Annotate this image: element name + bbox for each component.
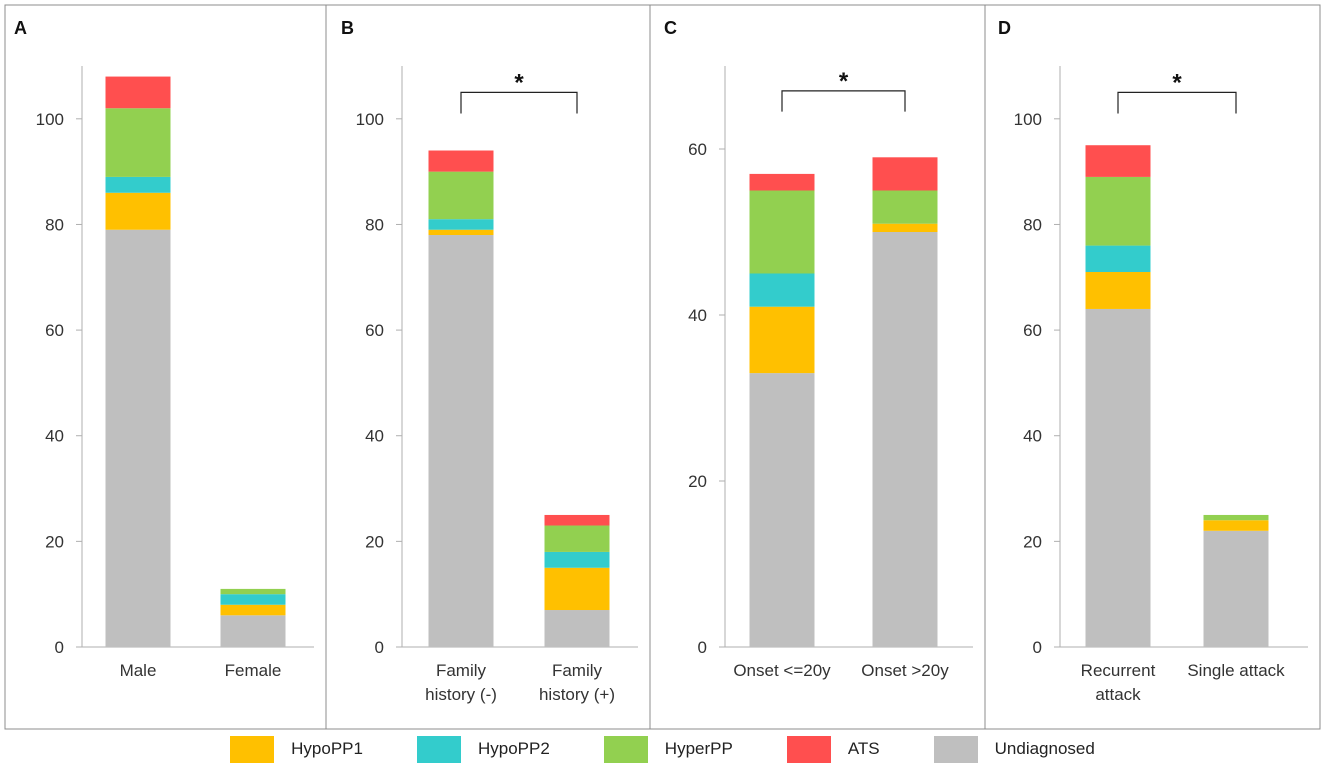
panel-b-bar-2-ats <box>544 514 610 526</box>
legend-swatch-ats <box>786 735 831 763</box>
panel-a-bar-1-hyperpp <box>105 108 171 177</box>
panel-b-y-tick-label-5: 100 <box>356 110 384 129</box>
panel-c-bar-1-hypopp1 <box>749 306 815 374</box>
panel-d-bar-1-hypopp1 <box>1085 271 1151 309</box>
legend-item-hyperpp: HyperPP <box>603 735 733 763</box>
legend-item-hypopp2: HypoPP2 <box>416 735 550 763</box>
panel-b-label: B <box>341 18 354 38</box>
legend-item-undiagnosed: Undiagnosed <box>933 735 1095 763</box>
panel-b-bar-2-hyperpp <box>544 525 610 552</box>
panel-b-bar-2-undiagnosed <box>544 610 610 647</box>
panel-b-bar-1-hypopp2 <box>428 219 494 230</box>
panel-c-significance-star: * <box>839 68 849 95</box>
panel-c-bar-1-ats <box>749 173 815 191</box>
panel-b-y-tick-label-4: 80 <box>365 215 384 234</box>
panel-c-bar-1-hypopp2 <box>749 273 815 307</box>
panel-b-category-label-2-line-2: history (+) <box>539 685 615 704</box>
panel-b-bar-1-hypopp1 <box>428 229 494 236</box>
legend-item-hypopp1: HypoPP1 <box>230 735 363 763</box>
panel-d-category-label-1-line-2: attack <box>1095 685 1141 704</box>
legend-swatch-hypopp1 <box>230 735 275 763</box>
legend-label-hypopp1: HypoPP1 <box>291 739 363 758</box>
panel-c-category-label-2-line-1: Onset >20y <box>861 661 949 680</box>
panel-b-category-label-2-line-1: Family <box>552 661 603 680</box>
legend-label-ats: ATS <box>847 739 880 758</box>
panel-d-category-label-1-line-1: Recurrent <box>1081 661 1156 680</box>
panel-d-bar-2-hypopp1 <box>1203 520 1269 531</box>
panel-c-bar-2-hypopp1 <box>872 223 938 232</box>
panel-a-category-label-1-line-1: Male <box>120 661 157 680</box>
panel-a-y-tick-label-0: 0 <box>55 638 64 657</box>
panel-a-y-tick-label-1: 20 <box>45 532 64 551</box>
panel-a-y-tick-label-4: 80 <box>45 215 64 234</box>
panel-a-label: A <box>14 18 27 38</box>
panel-a-bar-1-ats <box>105 76 171 109</box>
panel-d-significance-star: * <box>1172 69 1182 96</box>
panel-d-y-tick-label-2: 40 <box>1023 427 1042 446</box>
panel-b-category-label-1-line-2: history (-) <box>425 685 497 704</box>
panel-d-y-tick-label-3: 60 <box>1023 321 1042 340</box>
legend-swatch-hypopp2 <box>416 735 461 763</box>
panel-a-y-tick-label-2: 40 <box>45 427 64 446</box>
panel-c-significance-bracket <box>781 90 906 112</box>
panel-a-bar-2-hyperpp <box>220 588 286 595</box>
panel-c-bar-1-hyperpp <box>749 190 815 274</box>
panel-d-bar-2-undiagnosed <box>1203 530 1269 647</box>
panel-d-y-tick-label-0: 0 <box>1033 638 1042 657</box>
panel-c-label: C <box>664 18 677 38</box>
panel-c-category-label-1-line-1: Onset <=20y <box>733 661 831 680</box>
panel-a-y-tick-label-3: 60 <box>45 321 64 340</box>
panel-b-y-tick-label-3: 60 <box>365 321 384 340</box>
panel-c-y-tick-label-3: 60 <box>688 140 707 159</box>
legend-swatch-hyperpp <box>603 735 648 763</box>
panel-d-bar-1-hypopp2 <box>1085 245 1151 272</box>
panel-a-bar-1-hypopp2 <box>105 176 171 193</box>
legend-label-undiagnosed: Undiagnosed <box>994 739 1095 758</box>
panel-b-bar-1-ats <box>428 150 494 172</box>
panel-b-significance-bracket <box>460 91 578 114</box>
panel-b-y-tick-label-2: 40 <box>365 427 384 446</box>
legend-label-hypopp2: HypoPP2 <box>477 739 550 758</box>
panel-d-bar-2-hyperpp <box>1203 514 1269 521</box>
legend-swatch-undiagnosed <box>933 735 978 763</box>
panel-b-y-tick-label-1: 20 <box>365 532 384 551</box>
panel-b-bar-2-hypopp1 <box>544 567 610 611</box>
panel-b-category-label-1-line-1: Family <box>436 661 487 680</box>
panel-b-significance-star: * <box>514 69 524 96</box>
panel-d-y-tick-label-4: 80 <box>1023 215 1042 234</box>
panel-d-bar-1-ats <box>1085 145 1151 177</box>
panel-d-y-tick-label-1: 20 <box>1023 532 1042 551</box>
legend: HypoPP1 HypoPP2 HyperPP ATS Undiagnosed <box>0 734 1325 764</box>
panel-a-bar-2-hypopp1 <box>220 604 286 616</box>
panel-d-label: D <box>998 18 1011 38</box>
panel-a-bar-1-hypopp1 <box>105 192 171 230</box>
panel-a-category-label-2-line-1: Female <box>225 661 282 680</box>
figure-frame <box>4 4 1321 730</box>
legend-label-hyperpp: HyperPP <box>664 739 733 758</box>
panel-a-y-tick-label-5: 100 <box>36 110 64 129</box>
panel-d-category-label-2-line-1: Single attack <box>1187 661 1285 680</box>
panel-c-bar-2-ats <box>872 157 938 191</box>
panel-d-significance-bracket <box>1117 91 1237 114</box>
panel-d-bar-1-undiagnosed <box>1085 308 1151 647</box>
panel-a-bar-2-undiagnosed <box>220 615 286 647</box>
panel-c-bar-2-hyperpp <box>872 190 938 224</box>
panel-c-y-tick-label-1: 20 <box>688 472 707 491</box>
panel-b-y-tick-label-0: 0 <box>375 638 384 657</box>
panel-b-bar-1-undiagnosed <box>428 235 494 647</box>
panel-d-y-tick-label-5: 100 <box>1014 110 1042 129</box>
panel-b-bar-2-hypopp2 <box>544 551 610 568</box>
panel-c-bar-2-undiagnosed <box>872 232 938 647</box>
legend-item-ats: ATS <box>786 735 880 763</box>
panel-a-bar-2-hypopp2 <box>220 594 286 605</box>
panel-c-y-tick-label-0: 0 <box>698 638 707 657</box>
panel-c-y-tick-label-2: 40 <box>688 306 707 325</box>
panel-b-bar-1-hyperpp <box>428 171 494 220</box>
panel-a-bar-1-undiagnosed <box>105 229 171 647</box>
panel-d-bar-1-hyperpp <box>1085 176 1151 246</box>
panel-c-bar-1-undiagnosed <box>749 373 815 647</box>
